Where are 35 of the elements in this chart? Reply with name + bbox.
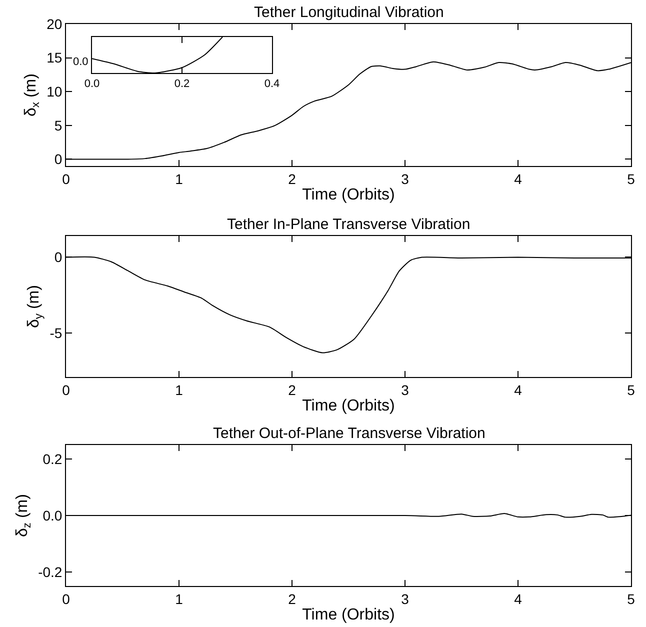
chart-title: Tether In-Plane Transverse Vibration: [227, 216, 470, 233]
y-tick-label: 0: [54, 249, 62, 266]
annotation: 0.0: [73, 56, 88, 68]
x-tick-label: 1: [175, 590, 184, 607]
x-tick-label: 4: [514, 590, 522, 607]
x-tick-label: 4: [514, 382, 522, 398]
x-tick-label: 3: [401, 382, 410, 398]
x-tick-label: 1: [175, 170, 184, 187]
x-tick-label: 2: [288, 590, 296, 607]
y-tick-label: 5: [54, 117, 62, 134]
chart-title: Tether Out-of-Plane Transverse Vibration: [213, 425, 486, 442]
y-tick-label: 10: [46, 84, 62, 100]
x-axis-title: Time (Orbits): [302, 398, 395, 414]
x-tick-label: 0.0: [84, 78, 100, 90]
y-tick-label: -5: [50, 324, 62, 341]
y-tick-label: -0.2: [38, 564, 62, 580]
y-tick-label: 0: [54, 151, 62, 168]
x-tick-label: 4: [514, 170, 522, 187]
x-tick-label: 3: [401, 170, 410, 187]
x-tick-label: 2: [288, 170, 296, 187]
x-tick-label: 3: [401, 590, 410, 607]
y-tick-label: 20: [46, 16, 62, 32]
x-tick-label: 5: [627, 590, 636, 607]
x-axis-title: Time (Orbits): [302, 186, 395, 204]
x-tick-label: 5: [627, 382, 636, 398]
x-axis-title: Time (Orbits): [302, 606, 395, 624]
x-tick-label: 2: [288, 382, 296, 398]
x-tick-label: 1: [175, 382, 184, 398]
x-tick-label: 5: [627, 170, 636, 187]
chart-title: Tether Longitudinal Vibration: [254, 4, 444, 21]
x-tick-label: 0.4: [264, 78, 280, 90]
x-tick-label: 0.2: [174, 78, 190, 90]
y-tick-label: 0.2: [42, 451, 62, 467]
y-tick-label: 0.0: [42, 507, 62, 524]
y-tick-label: 15: [46, 50, 62, 66]
